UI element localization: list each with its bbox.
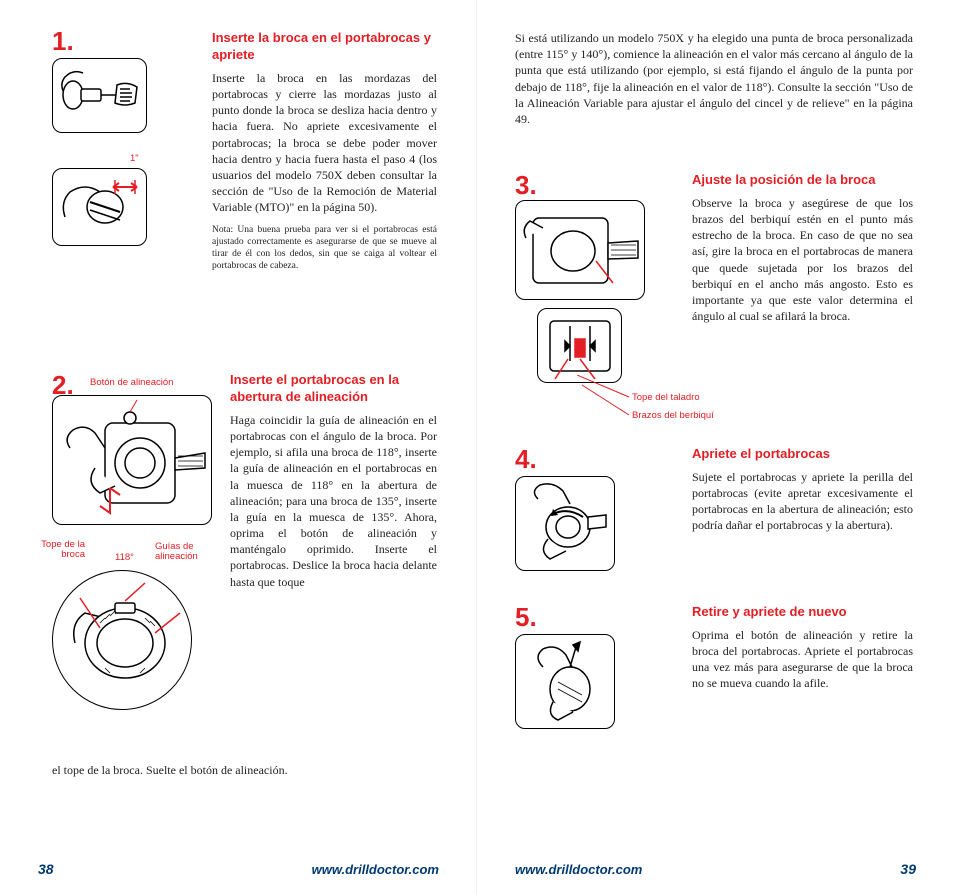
label-tope-taladro: Tope del taladro <box>632 393 700 403</box>
step2-illus-top <box>52 395 212 525</box>
page-num-38: 38 <box>38 861 54 877</box>
url-left: www.drilldoctor.com <box>312 862 439 877</box>
step4-number: 4. <box>515 444 537 475</box>
step1-text: Inserte la broca en el portabrocas y apr… <box>212 30 437 273</box>
label-tope: Tope de la broca <box>40 540 85 561</box>
label-boton: Botón de alineación <box>90 378 173 388</box>
intro-text: Si está utilizando un modelo 750X y ha e… <box>515 30 913 127</box>
step2-body-top: Haga coincidir la guía de alineación en … <box>230 412 437 590</box>
step4-text: Apriete el portabrocas Sujete el portabr… <box>692 446 913 534</box>
label-118: 118° <box>115 553 134 563</box>
label-guias: Guías de alineación <box>155 542 205 563</box>
step5-body: Oprima el botón de alineación y retire l… <box>692 627 913 692</box>
step1-illus-top <box>52 58 147 133</box>
step2-title: Inserte el portabrocas en la abertura de… <box>230 372 437 406</box>
page-38: 1. 1" <box>0 0 477 895</box>
footer-right: www.drilldoctor.com 39 <box>515 861 916 877</box>
step5-title: Retire y apriete de nuevo <box>692 604 913 621</box>
step3-body: Observe la broca y asegúrese de que los … <box>692 195 913 325</box>
step1-number: 1. <box>52 26 74 57</box>
footer-left: 38 www.drilldoctor.com <box>38 861 439 877</box>
page-spread: 1. 1" <box>0 0 954 895</box>
step3-title: Ajuste la posición de la broca <box>692 172 913 189</box>
step4-body: Sujete el portabrocas y apriete la peril… <box>692 469 913 534</box>
step1-illus-bot <box>52 168 147 246</box>
page-39: Si está utilizando un modelo 750X y ha e… <box>477 0 954 895</box>
step3-illus-detail <box>537 308 622 383</box>
step2-text: Inserte el portabrocas en la abertura de… <box>230 372 437 590</box>
url-right: www.drilldoctor.com <box>515 862 642 877</box>
step1-body: Inserte la broca en las mordazas del por… <box>212 70 437 216</box>
step5-number: 5. <box>515 602 537 633</box>
label-brazos: Brazos del berbiquí <box>632 411 714 421</box>
step4-illus <box>515 476 615 571</box>
step5-text: Retire y apriete de nuevo Oprima el botó… <box>692 604 913 692</box>
step3-text: Ajuste la posición de la broca Observe l… <box>692 172 913 324</box>
step1-title: Inserte la broca en el portabrocas y apr… <box>212 30 437 64</box>
label-one-inch: 1" <box>130 154 139 164</box>
step5-illus <box>515 634 615 729</box>
page-num-39: 39 <box>900 861 916 877</box>
step2-illus-circle <box>52 570 192 710</box>
step2-body-tail: el tope de la broca. Suelte el botón de … <box>52 762 437 778</box>
step3-number: 3. <box>515 170 537 201</box>
step4-title: Apriete el portabrocas <box>692 446 913 463</box>
step3-illus-top <box>515 200 645 300</box>
step1-note: Nota: Una buena prueba para ver si el po… <box>212 225 437 273</box>
